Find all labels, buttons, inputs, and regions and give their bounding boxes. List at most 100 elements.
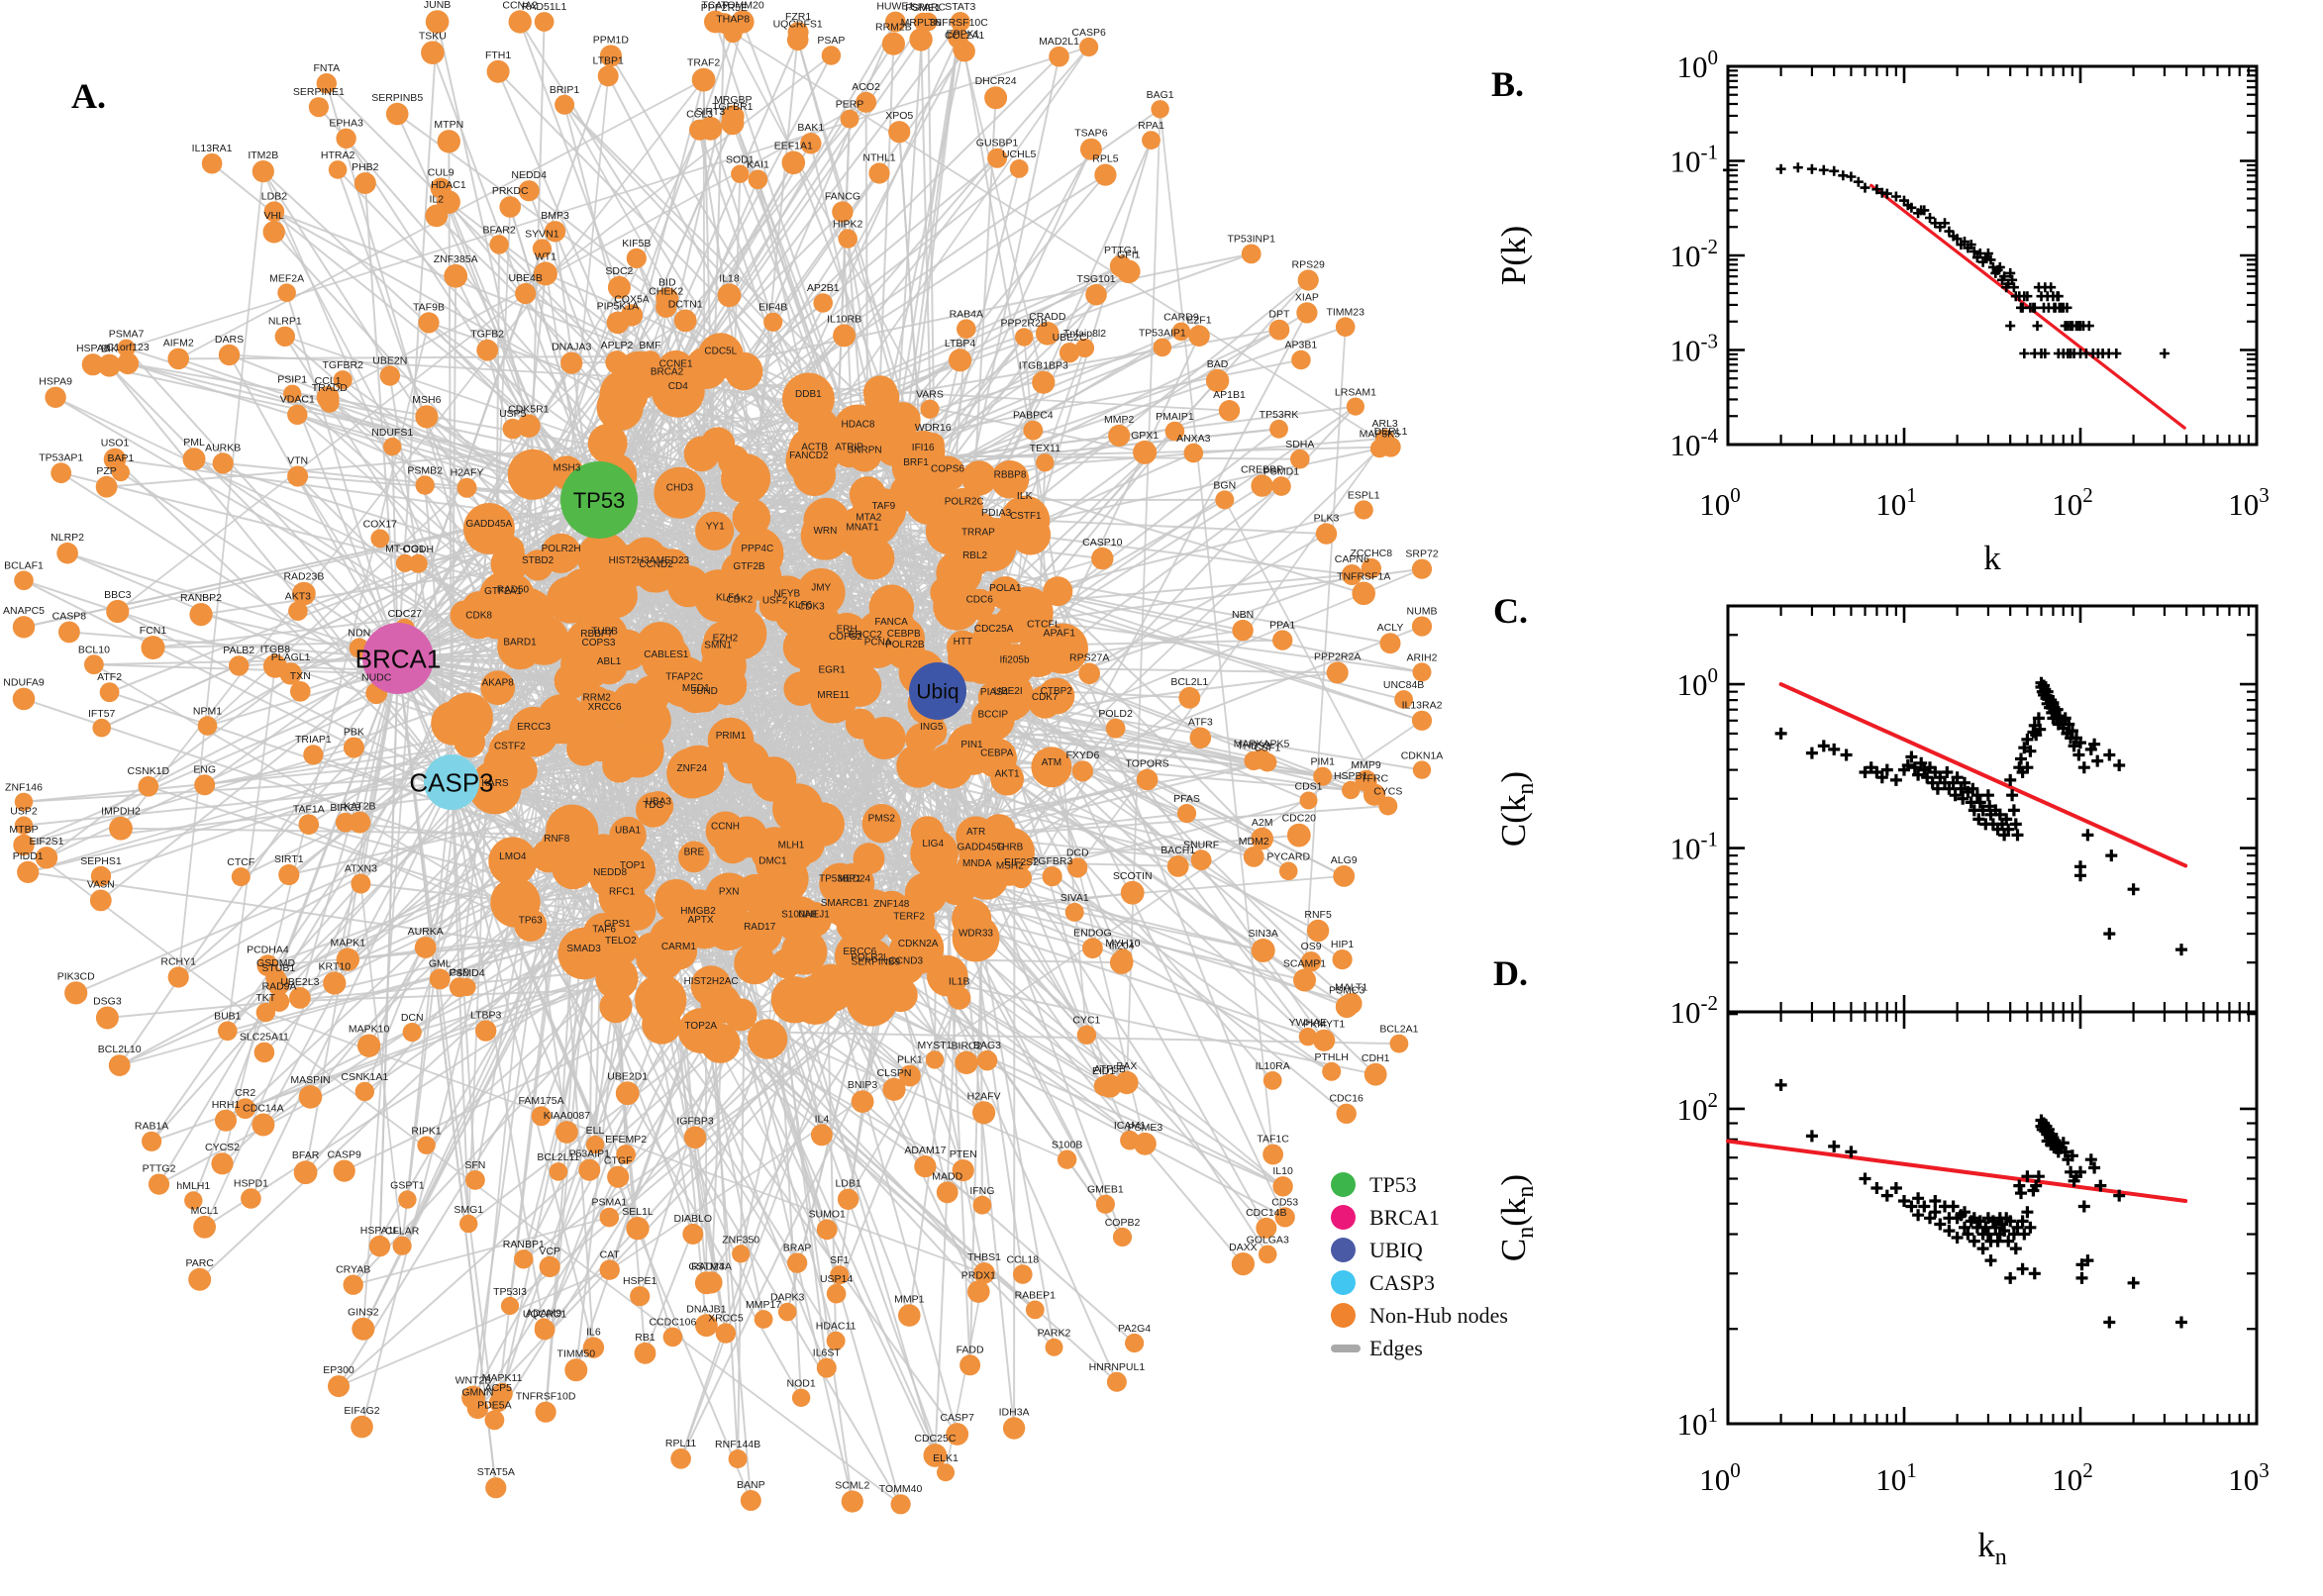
network-node[interactable] (1011, 867, 1032, 889)
network-node[interactable] (544, 221, 566, 243)
network-node[interactable] (1335, 317, 1356, 338)
network-node[interactable] (1364, 1062, 1387, 1086)
network-node[interactable] (14, 816, 34, 835)
network-node[interactable] (1031, 747, 1072, 788)
network-node[interactable] (489, 235, 509, 254)
network-node[interactable] (626, 248, 647, 268)
network-node[interactable] (1013, 1264, 1033, 1284)
network-node[interactable] (607, 1165, 630, 1188)
network-node[interactable] (683, 1126, 707, 1149)
network-node[interactable] (268, 991, 290, 1012)
network-node[interactable] (751, 756, 797, 802)
network-node[interactable] (111, 463, 130, 482)
network-node[interactable] (624, 537, 667, 580)
network-node[interactable] (582, 1337, 605, 1358)
network-node[interactable] (948, 986, 971, 1010)
network-node[interactable] (799, 643, 851, 693)
network-node[interactable] (537, 694, 587, 745)
network-node[interactable] (288, 601, 308, 621)
network-node[interactable] (35, 847, 58, 869)
network-node[interactable] (635, 974, 687, 1027)
network-node[interactable] (488, 1393, 508, 1413)
network-node[interactable] (884, 402, 921, 438)
network-node[interactable] (1164, 421, 1185, 442)
network-node[interactable] (1097, 1073, 1122, 1098)
network-node[interactable] (564, 1358, 588, 1382)
network-node[interactable] (781, 929, 828, 975)
network-node[interactable] (1079, 37, 1099, 57)
network-node[interactable] (290, 681, 311, 702)
network-node[interactable] (336, 128, 356, 149)
network-node[interactable] (1105, 718, 1126, 739)
network-node[interactable] (790, 598, 841, 649)
network-node[interactable] (1023, 420, 1044, 441)
network-node[interactable] (833, 324, 857, 348)
network-node[interactable] (672, 745, 725, 797)
network-node[interactable] (621, 696, 671, 747)
network-node[interactable] (851, 1090, 874, 1113)
network-node[interactable] (1290, 449, 1310, 469)
network-node[interactable] (890, 1494, 911, 1515)
network-node[interactable] (1188, 325, 1210, 348)
network-node[interactable] (826, 1283, 847, 1304)
network-node[interactable] (790, 975, 840, 1025)
network-node[interactable] (167, 966, 189, 988)
network-node[interactable] (1009, 159, 1029, 178)
network-node[interactable] (287, 404, 308, 425)
network-node[interactable] (13, 834, 35, 856)
network-node[interactable] (1153, 338, 1172, 357)
network-node[interactable] (1342, 780, 1361, 800)
network-node[interactable] (106, 599, 130, 624)
network-node[interactable] (1272, 1176, 1293, 1197)
network-node[interactable] (1411, 616, 1433, 637)
network-node[interactable] (1071, 760, 1093, 782)
network-node[interactable] (599, 45, 623, 67)
network-node[interactable] (990, 761, 1024, 796)
network-node[interactable] (840, 641, 876, 677)
network-node[interactable] (700, 983, 742, 1024)
network-node[interactable] (714, 607, 767, 660)
network-node[interactable] (670, 1448, 691, 1469)
network-node[interactable] (343, 1274, 363, 1295)
network-node[interactable] (531, 1106, 552, 1127)
network-node[interactable] (517, 414, 541, 439)
network-node[interactable] (1176, 804, 1197, 824)
network-node[interactable] (698, 116, 723, 141)
network-node[interactable] (684, 347, 728, 389)
network-node[interactable] (694, 1271, 718, 1295)
network-node[interactable] (933, 582, 981, 631)
network-node[interactable] (715, 1323, 737, 1344)
network-node[interactable] (1048, 638, 1070, 660)
network-node[interactable] (830, 1265, 850, 1285)
network-node[interactable] (615, 1081, 640, 1106)
network-node[interactable] (444, 263, 468, 288)
network-node[interactable] (732, 498, 771, 538)
network-node[interactable] (734, 943, 776, 985)
network-node[interactable] (602, 748, 637, 783)
network-node[interactable] (549, 1162, 568, 1181)
network-node[interactable] (215, 1109, 237, 1132)
network-node[interactable] (662, 1327, 683, 1347)
network-node[interactable] (856, 91, 877, 113)
network-node[interactable] (488, 837, 538, 886)
network-node[interactable] (417, 1136, 436, 1154)
network-node[interactable] (1256, 1217, 1277, 1239)
network-node[interactable] (368, 1235, 391, 1257)
network-node[interactable] (316, 73, 337, 94)
network-node[interactable] (1025, 1300, 1045, 1320)
network-node[interactable] (1082, 938, 1103, 959)
network-node[interactable] (507, 449, 558, 500)
network-node[interactable] (456, 477, 477, 498)
network-node[interactable] (351, 873, 371, 894)
network-node[interactable] (502, 418, 524, 440)
network-node[interactable] (461, 1385, 485, 1410)
network-node[interactable] (813, 293, 833, 313)
network-node[interactable] (465, 1170, 485, 1190)
network-node[interactable] (1258, 1245, 1277, 1264)
network-node[interactable] (252, 160, 274, 183)
network-node[interactable] (973, 1262, 995, 1284)
network-node[interactable] (695, 1314, 718, 1338)
network-node[interactable] (89, 889, 112, 912)
network-node[interactable] (1043, 576, 1073, 607)
network-node[interactable] (566, 731, 601, 766)
